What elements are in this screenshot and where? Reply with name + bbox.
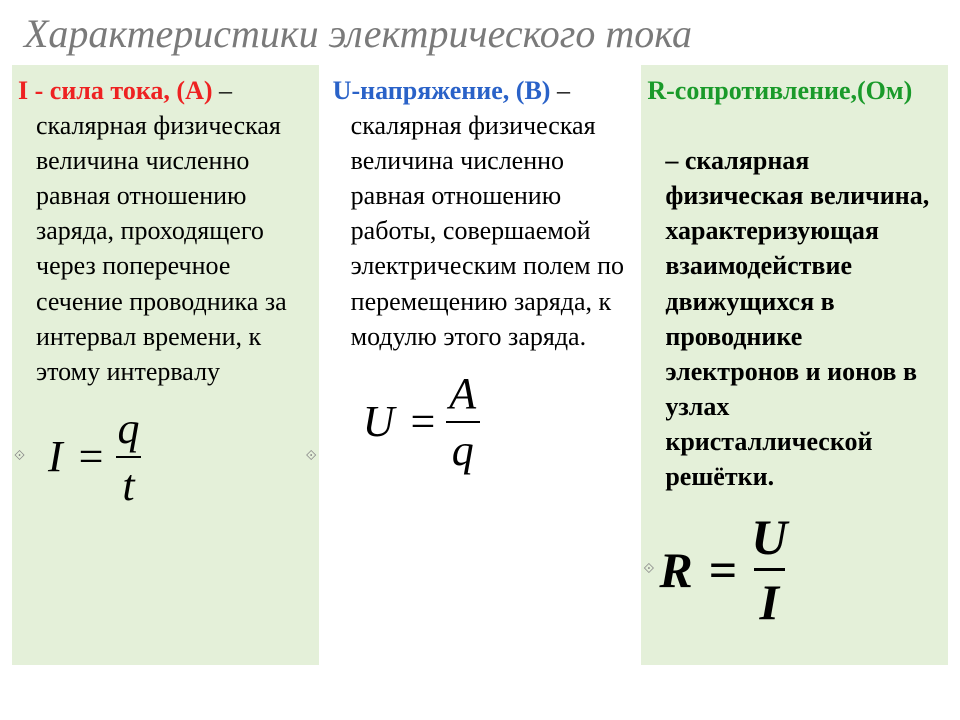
symbol-r: R [647,76,666,105]
denominator: I [754,568,785,631]
resize-handle-icon: ⟐ [14,449,25,465]
numerator: q [111,403,145,456]
fraction: U I [745,508,793,631]
equals-sign: = [402,396,443,447]
resize-handle-icon: ⟐ [643,562,654,578]
denominator: t [116,456,140,511]
formula-resistance: ⟐ R = U I [647,508,942,631]
column-voltage: U-напряжение, (В) – скалярная физическая… [327,65,634,665]
definition-voltage: U-напряжение, (В) – скалярная физическая… [333,73,628,354]
eq-lhs: U [363,396,403,447]
numerator: U [745,508,793,568]
column-current: I - сила тока, (А) – скалярная физическа… [12,65,319,665]
eq-lhs: I [48,431,71,482]
symbol-u: U [333,76,352,105]
equation-r: R = U I [659,508,793,631]
definition-current: I - сила тока, (А) – скалярная физическа… [18,73,313,389]
fraction: A q [443,368,482,476]
definition-text-voltage: – скалярная физическая величина численно… [351,76,624,351]
formula-voltage: U = A q [333,368,628,476]
label-resistance: -сопротивление,(Ом) [666,76,912,105]
equation-u: U = A q [363,368,483,476]
column-resistance: R-сопротивление,(Ом) – скалярная физичес… [641,65,948,665]
denominator: q [446,421,480,476]
label-voltage: -напряжение, (В) [351,76,550,105]
eq-lhs: R [659,541,700,599]
resize-handle-icon: ⟐ [306,449,317,465]
definition-resistance: R-сопротивление,(Ом) – скалярная физичес… [647,73,942,494]
fraction: q t [111,403,145,511]
page-title: Характеристики электрического тока [0,0,960,65]
equals-sign: = [701,541,746,599]
label-current: - сила тока, (А) [28,76,212,105]
numerator: A [443,368,482,421]
formula-current: ⟐ I = q t ⟐ [18,403,313,511]
definition-text-resistance: – скалярная физическая величина, характе… [665,146,929,491]
symbol-i: I [18,76,28,105]
columns-container: I - сила тока, (А) – скалярная физическа… [0,65,960,665]
equals-sign: = [71,431,112,482]
equation-i: I = q t [48,403,145,511]
definition-text-current: – скалярная физическая величина численно… [36,76,287,386]
